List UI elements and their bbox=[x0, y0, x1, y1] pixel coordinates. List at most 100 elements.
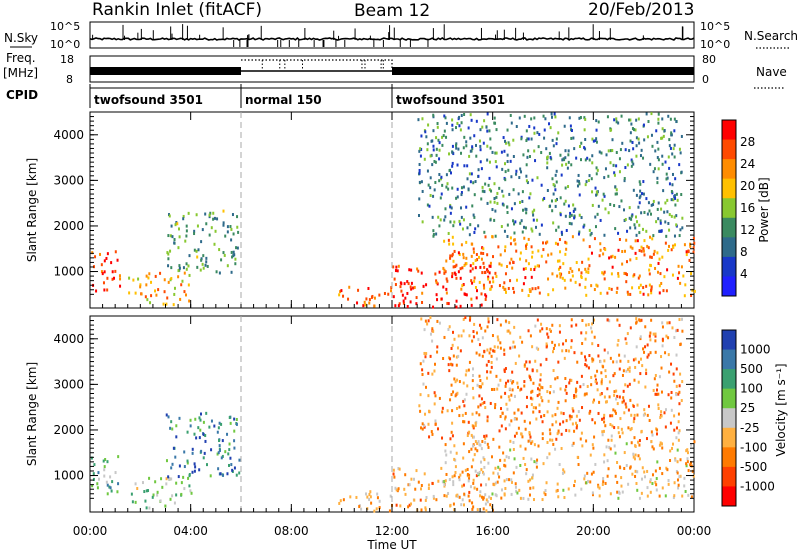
scatter-cell bbox=[629, 292, 632, 296]
scatter-cell bbox=[677, 486, 680, 490]
scatter-cell bbox=[628, 366, 631, 370]
scatter-cell bbox=[96, 486, 99, 490]
scatter-cell bbox=[651, 445, 654, 449]
scatter-cell bbox=[468, 499, 471, 503]
scatter-cell bbox=[617, 272, 620, 276]
scatter-cell bbox=[512, 188, 515, 192]
scatter-cell bbox=[227, 452, 230, 456]
scatter-cell bbox=[570, 318, 573, 322]
scatter-cell bbox=[517, 385, 520, 389]
scatter-cell bbox=[617, 121, 620, 125]
scatter-cell bbox=[509, 331, 512, 335]
scatter-cell bbox=[111, 277, 114, 281]
scatter-cell bbox=[410, 287, 413, 291]
scatter-cell bbox=[618, 367, 621, 371]
scatter-cell bbox=[538, 232, 541, 236]
scatter-cell bbox=[471, 147, 474, 151]
scatter-cell bbox=[617, 431, 620, 435]
scatter-cell bbox=[531, 473, 534, 477]
scatter-cell bbox=[622, 369, 625, 373]
scatter-cell bbox=[429, 316, 432, 320]
scatter-cell bbox=[628, 118, 631, 122]
scatter-cell bbox=[466, 472, 469, 476]
scatter-cell bbox=[603, 176, 606, 180]
scatter-cell bbox=[151, 495, 154, 499]
scatter-cell bbox=[499, 323, 502, 327]
scatter-cell bbox=[512, 440, 515, 444]
scatter-cell bbox=[515, 417, 518, 421]
scatter-cell bbox=[602, 477, 605, 481]
scatter-cell bbox=[456, 378, 459, 382]
scatter-cell bbox=[180, 481, 183, 485]
scatter-cell bbox=[616, 318, 619, 322]
scatter-cell bbox=[576, 380, 579, 384]
scatter-cell bbox=[653, 377, 656, 381]
colorbar-tick-label: 25 bbox=[740, 401, 755, 415]
scatter-cell bbox=[473, 486, 476, 490]
scatter-cell bbox=[678, 384, 681, 388]
scatter-cell bbox=[585, 180, 588, 184]
scatter-cell bbox=[567, 487, 570, 491]
scatter-cell bbox=[136, 487, 139, 491]
scatter-cell bbox=[536, 176, 539, 180]
scatter-cell bbox=[401, 293, 404, 297]
scatter-cell bbox=[198, 436, 201, 440]
scatter-cell bbox=[615, 360, 618, 364]
scatter-cell bbox=[452, 483, 455, 487]
scatter-cell bbox=[230, 227, 233, 231]
scatter-cell bbox=[534, 324, 537, 328]
scatter-cell bbox=[478, 255, 481, 259]
scatter-cell bbox=[443, 129, 446, 133]
scatter-cell bbox=[576, 424, 579, 428]
scatter-cell bbox=[233, 429, 236, 433]
scatter-cell bbox=[475, 296, 478, 300]
scatter-cell bbox=[630, 217, 633, 221]
scatter-cell bbox=[409, 300, 412, 304]
scatter-cell bbox=[91, 251, 94, 255]
scatter-cell bbox=[512, 340, 515, 344]
scatter-cell bbox=[588, 245, 591, 249]
scatter-cell bbox=[435, 279, 438, 283]
scatter-cell bbox=[128, 291, 131, 295]
scatter-cell bbox=[626, 273, 629, 277]
scatter-cell bbox=[399, 285, 402, 289]
scatter-cell bbox=[439, 196, 442, 200]
time-x-axis: 00:00 04:00 08:00 12:00 16:00 20:00 00:00 bbox=[73, 112, 711, 538]
scatter-cell bbox=[451, 272, 454, 276]
colorbar-segment bbox=[722, 369, 736, 390]
scatter-cell bbox=[598, 254, 601, 258]
scatter-cell bbox=[445, 185, 448, 189]
scatter-cell bbox=[569, 211, 572, 215]
scatter-cell bbox=[557, 225, 560, 229]
scatter-cell bbox=[502, 203, 505, 207]
scatter-cell bbox=[460, 121, 463, 125]
scatter-cell bbox=[398, 302, 401, 306]
scatter-cell bbox=[494, 209, 497, 213]
scatter-cell bbox=[649, 338, 652, 342]
scatter-cell bbox=[624, 402, 627, 406]
scatter-cell bbox=[451, 343, 454, 347]
scatter-cell bbox=[570, 415, 573, 419]
scatter-cell bbox=[538, 392, 541, 396]
nsky-panel-frame bbox=[89, 21, 695, 49]
scatter-cell bbox=[177, 246, 180, 250]
scatter-cell bbox=[451, 409, 454, 413]
scatter-cell bbox=[547, 399, 550, 403]
scatter-cell bbox=[422, 382, 425, 386]
scatter-cell bbox=[528, 360, 531, 364]
scatter-cell bbox=[604, 369, 607, 373]
scatter-cell bbox=[591, 322, 594, 326]
scatter-cell bbox=[529, 376, 532, 380]
colorbar-segment bbox=[722, 139, 736, 160]
scatter-cell bbox=[536, 369, 539, 373]
scatter-cell bbox=[390, 286, 393, 290]
scatter-cell bbox=[238, 471, 241, 475]
scatter-cell bbox=[603, 460, 606, 464]
scatter-cell bbox=[615, 120, 618, 124]
scatter-cell bbox=[438, 141, 441, 145]
scatter-cell bbox=[196, 265, 199, 269]
scatter-cell bbox=[483, 265, 486, 269]
scatter-cell bbox=[449, 398, 452, 402]
scatter-cell bbox=[376, 492, 379, 496]
scatter-cell bbox=[373, 304, 376, 308]
